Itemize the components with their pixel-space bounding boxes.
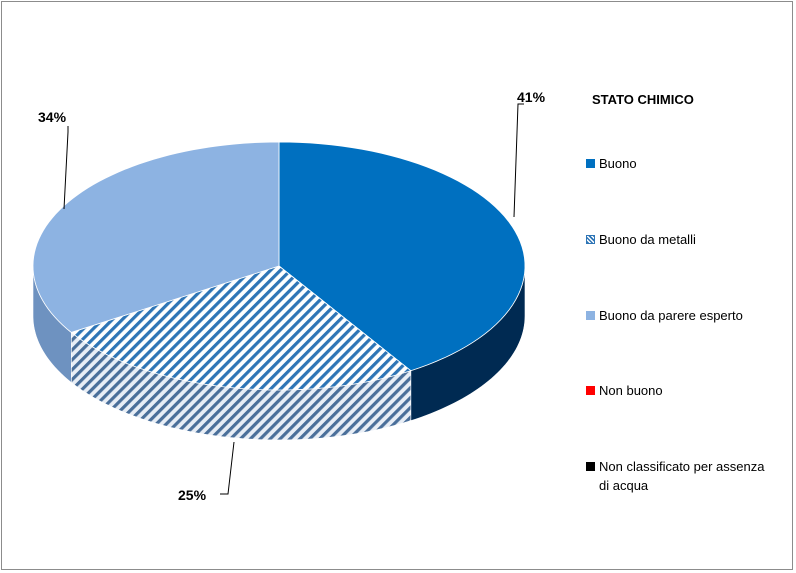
legend-swatch-buono-da-parere-esperto: [586, 311, 595, 320]
legend-label: Non buono: [599, 383, 663, 398]
legend-item-buono: Buono: [586, 154, 786, 173]
leader-line-2: [63, 126, 69, 210]
legend-item-buono-da-metalli: Buono da metalli: [586, 230, 786, 249]
legend-label: Buono da metalli: [599, 232, 696, 247]
legend-swatch-non-classificato: [586, 462, 595, 471]
legend-swatch-buono-da-metalli: [586, 235, 595, 244]
leader-line-1: [220, 441, 235, 495]
pie-slice-2: [32, 141, 280, 333]
pct-label-1: 25%: [178, 487, 207, 503]
leader-line-0: [513, 103, 524, 218]
pie-slice-1: [70, 265, 412, 391]
legend-swatch-non-buono: [586, 386, 595, 395]
legend-item-non-classificato: Non classificato per assenza di acqua: [586, 457, 776, 495]
legend-item-buono-da-parere-esperto: Buono da parere esperto: [586, 306, 786, 325]
legend-label: Buono da parere esperto: [599, 308, 743, 323]
legend-title: STATO CHIMICO: [592, 92, 694, 107]
legend-label: Buono: [599, 156, 637, 171]
pie-slice-0: [278, 141, 526, 372]
pct-label-0: 41%: [517, 89, 546, 105]
legend-swatch-buono: [586, 159, 595, 168]
legend-item-non-buono: Non buono: [586, 381, 786, 400]
pct-label-2: 34%: [38, 109, 67, 125]
legend-label: Non classificato per assenza di acqua: [599, 459, 765, 493]
